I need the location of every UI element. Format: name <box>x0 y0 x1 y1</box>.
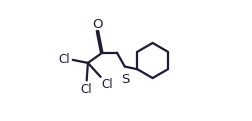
Text: O: O <box>92 18 103 31</box>
Text: Cl: Cl <box>102 78 113 91</box>
Text: Cl: Cl <box>80 83 92 96</box>
Text: S: S <box>121 73 129 86</box>
Text: Cl: Cl <box>58 53 70 66</box>
